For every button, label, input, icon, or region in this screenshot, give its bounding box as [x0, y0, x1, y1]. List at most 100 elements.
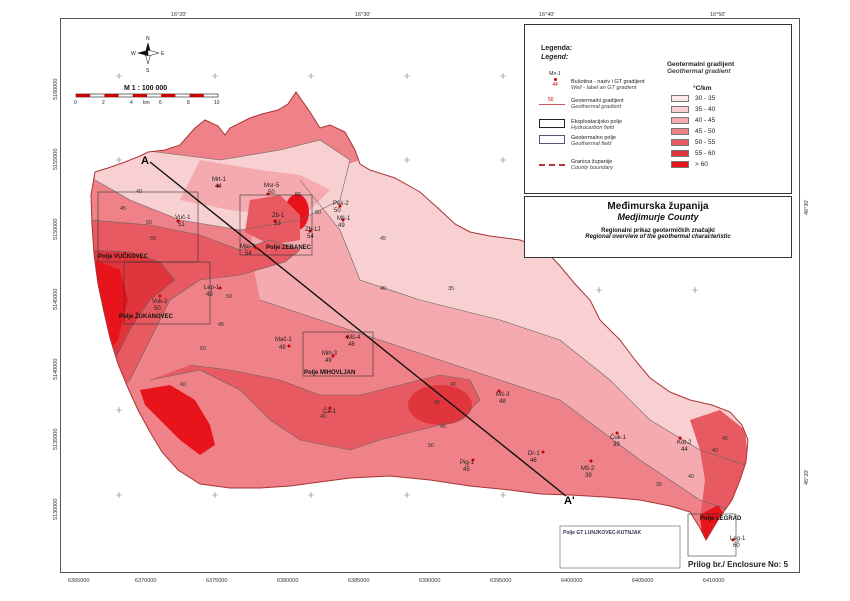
svg-text:50: 50 [154, 306, 161, 312]
contour-label: 40 [712, 448, 718, 454]
legend-well-symbol: Mn-1 44 [549, 71, 561, 88]
zone-40-45 [250, 180, 748, 520]
left-tick: 5150000 [53, 219, 59, 240]
svg-text:49: 49 [325, 358, 332, 364]
gradient-unit: °C/km [693, 85, 712, 92]
map-subtitle: Regionalni prikaz geotermičkih značajki [601, 228, 715, 234]
legend-header: Legenda: [541, 45, 573, 52]
gradient-swatch [671, 128, 689, 135]
profile-line [149, 161, 567, 497]
legend-geothermal-label: Geotermalno polje Geothermal field [571, 135, 616, 147]
contour-label: 55 [150, 236, 156, 242]
north-arrow: N S W E [131, 36, 165, 74]
svg-text:Dr-1: Dr-1 [528, 451, 540, 457]
svg-text:45: 45 [463, 467, 470, 473]
field-zukanovec-box [123, 261, 211, 325]
field-label-zukanovec: Polje ŽUKANOVEC [119, 312, 174, 320]
contour-label: 45 [380, 236, 386, 242]
bottom-tick: 6375000 [206, 578, 227, 584]
svg-text:Lep-1: Lep-1 [204, 285, 220, 291]
contour-label: 40 [380, 286, 386, 292]
map-title-en: Medjimurje County [617, 212, 699, 222]
gradient-class-label: 30 - 35 [695, 95, 716, 102]
zone-south-55-60 [408, 385, 472, 425]
well-vuc-1: Vuč-151 [175, 215, 191, 228]
svg-text:51: 51 [178, 222, 185, 228]
svg-text:N: N [146, 36, 150, 42]
bottom-tick: 6370000 [135, 578, 156, 584]
contour-label: 40 [688, 474, 694, 480]
well-dr-1: Dr-146 [528, 450, 545, 464]
svg-text:44: 44 [215, 184, 222, 190]
svg-text:Mš-1: Mš-1 [337, 216, 351, 222]
top-tick: 16°50' [710, 12, 726, 18]
svg-text:Vuč-1: Vuč-1 [175, 215, 191, 221]
gradient-class-label: 55 - 60 [695, 150, 716, 157]
zone-over-60-south [140, 385, 215, 455]
profile-label-a-prime: A' [564, 495, 575, 507]
profile-label-a: A [141, 155, 149, 167]
bottom-tick: 6405000 [632, 578, 653, 584]
svg-text:km: km [143, 100, 150, 106]
svg-text:Zb-1J: Zb-1J [305, 227, 320, 233]
svg-text:2: 2 [102, 100, 105, 106]
gradient-class-label: 50 - 55 [695, 139, 716, 146]
contour-label: 55 [434, 400, 440, 406]
svg-text:53: 53 [274, 221, 281, 227]
bottom-tick: 6400000 [561, 578, 582, 584]
svg-text:Mih-3: Mih-3 [322, 351, 338, 357]
field-zebanec-box [239, 194, 313, 256]
gradient-class-label: 40 - 45 [695, 117, 716, 124]
svg-text:Mš-4: Mš-4 [347, 335, 361, 341]
gradient-class-label: 45 - 50 [695, 128, 716, 135]
bottom-tick: 6380000 [277, 578, 298, 584]
enclosure-number: Prilog br./ Enclosure No: 5 [688, 560, 789, 569]
legend-header-en: Legend: [541, 54, 569, 61]
svg-text:48: 48 [279, 345, 286, 351]
legend-panel: Legenda: Legend: Mn-1 44 Bušotina - nazi… [524, 24, 792, 194]
svg-text:54: 54 [307, 234, 314, 240]
svg-text:0: 0 [74, 100, 77, 106]
field-label-zebanec: Polje ZEBANEC [266, 245, 312, 251]
well-zb-1: Zb-1 53 [272, 213, 285, 227]
svg-text:50: 50 [268, 190, 275, 196]
field-legrad-box [687, 513, 737, 557]
svg-text:6: 6 [159, 100, 162, 106]
well-ms-4: Mš-448 [345, 335, 361, 348]
svg-text:Zb-1: Zb-1 [272, 213, 285, 219]
svg-text:4: 4 [130, 100, 133, 106]
contour-label: 45 [320, 414, 326, 420]
gradient-title: Geotermalni gradijent Geothermal gradient [667, 61, 735, 75]
well-mih-3: Mih-349 [322, 351, 338, 364]
contour-label: 40 [450, 382, 456, 388]
svg-text:Leg-1: Leg-1 [730, 536, 746, 542]
side-tick: 46°30' [804, 200, 810, 216]
left-tick: 5135000 [53, 429, 59, 450]
contour-label: 45 [218, 322, 224, 328]
svg-text:Čuk-1: Čuk-1 [610, 434, 627, 441]
left-tick: 5155000 [53, 149, 59, 170]
svg-text:54: 54 [245, 251, 252, 257]
field-label-gt: Polje GT LUNJKOVEC-KUTNJAK [563, 530, 641, 536]
top-tick: 16°40' [539, 12, 555, 18]
contour-label: 55 [295, 192, 301, 198]
title-panel: Međimurska županija Medjimurje County Re… [524, 196, 792, 258]
well-msr-5: Msr-550 [264, 183, 280, 196]
svg-text:S: S [146, 68, 150, 74]
svg-text:48: 48 [348, 342, 355, 348]
svg-text:60: 60 [733, 543, 740, 549]
legend-boundary-label: Granica županije County boundary [571, 159, 613, 171]
left-tick: 5160000 [53, 79, 59, 100]
zone-zebanec-50-55 [245, 195, 300, 245]
gradient-swatch [671, 139, 689, 146]
legend-well-label: Bušotina - naziv i GT gradijent Well - la… [571, 79, 645, 91]
gradient-swatch [671, 95, 689, 102]
well-mer-1: Mer-154 [240, 244, 258, 257]
zone-35-40 [300, 160, 748, 470]
map-title: Međimurska županija [607, 201, 709, 212]
contour-label: 40 [136, 189, 142, 195]
svg-text:Ča-1: Ča-1 [323, 408, 337, 415]
svg-text:Pig-1: Pig-1 [460, 460, 475, 466]
svg-text:49: 49 [206, 292, 213, 298]
